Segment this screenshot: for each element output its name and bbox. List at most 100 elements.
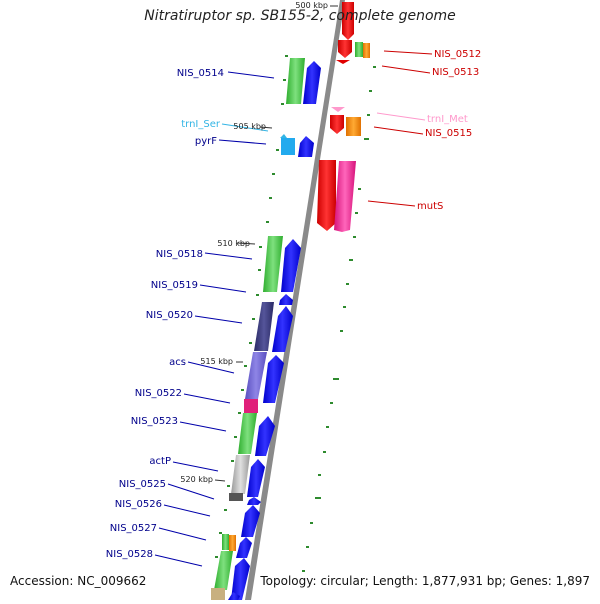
gene-arrow-red-nis0515 [330,115,344,134]
label-nis0526: NIS_0526 [115,499,162,510]
leader-nis0515 [373,126,424,135]
label-nis0515: NIS_0515 [425,128,472,139]
label-nis0514: NIS_0514 [177,68,224,79]
leader-nis0518 [204,252,253,260]
label-acs: acs [169,357,186,368]
leader-pyrf [218,139,267,145]
dash [318,474,321,476]
dash [326,426,329,428]
dash [306,546,309,548]
leader-nis0513 [381,65,431,74]
gene-arrow-blue-nis0525 [247,497,261,505]
right-dashes [302,66,376,572]
dash [231,460,234,462]
dash [343,306,346,308]
gene-arrow-blue-nis0523 [255,416,275,456]
leader-nis0525 [167,483,215,500]
label-nis0528: NIS_0528 [106,549,153,560]
dash [346,283,349,285]
dash [266,221,269,223]
dash [281,103,284,105]
dash [358,188,361,190]
dash [353,236,356,238]
left-leader-lines [154,71,275,567]
dash [249,342,252,344]
gene-box-green [355,42,363,57]
label-trni-ser: trnI_Ser [181,119,221,130]
label-trni-met: trnI_Met [427,114,468,125]
dash [234,436,237,438]
gene-box-darkgrey [229,493,243,501]
gene-box-green-nis0527 [222,534,229,550]
gene-arrow-blue-pyrf [298,136,314,157]
leader-nis0523 [179,421,227,432]
dash [355,212,358,214]
dash [369,90,372,92]
dash [349,259,353,261]
gene-arrow-blue-nis0514 [303,61,321,104]
trna-met-arrow [331,107,345,112]
leader-actp [172,461,219,472]
dash [367,114,370,116]
leader-nis0526 [163,504,211,517]
ruler-label-500: 500 kbp [295,1,328,10]
dash [333,378,339,380]
label-nis0518: NIS_0518 [156,249,203,260]
gene-arrow-blue [228,592,240,600]
dash [244,365,247,367]
dash [269,197,272,199]
label-nis0525: NIS_0525 [119,479,166,490]
gene-box-green-nis0523 [238,413,257,454]
label-actp: actP [149,456,171,467]
dash [276,149,279,151]
ruler-labels: 500 kbp 505 kbp 510 kbp 515 kbp 520 kbp [180,1,328,484]
leader-acs [187,361,235,374]
dash [258,269,261,271]
label-nis0512: NIS_0512 [434,49,481,60]
gene-box-orange-nis0527 [229,535,236,551]
leader-nis0514 [227,71,275,79]
gene-arrow-red-muts [317,160,336,231]
gene-box-navy-nis0520 [254,302,274,351]
label-pyrf: pyrF [195,136,217,147]
right-leader-lines [367,50,433,207]
leader-nis0520 [194,315,243,324]
dash [283,79,286,81]
gene-box-lightblue-pyrf [281,138,295,155]
label-muts: mutS [417,201,443,212]
leader-trni-met [376,112,426,121]
gene-box-grey-actp [231,455,250,494]
leader-nis0512 [383,50,433,55]
ruler-ticks [214,5,338,482]
gene-arrow-red [342,2,354,40]
ruler-tick [214,479,226,482]
ruler-label-505: 505 kbp [233,122,266,131]
reverse-strand-features [317,2,370,232]
dash [252,318,255,320]
gene-arrow-blue-nis0520 [272,306,293,352]
gene-arrow-pink-muts [334,161,356,232]
leader-nis0528 [154,554,203,567]
dash [323,451,326,453]
dash [315,497,321,499]
gene-arrow-blue-nis0519 [279,294,293,305]
gene-arrow-red [336,60,350,64]
leader-nis0527 [158,527,207,541]
ruler-label-515: 515 kbp [200,357,233,366]
gene-box-violet-acs [245,352,267,399]
dash [238,412,241,414]
label-nis0513: NIS_0513 [432,67,479,78]
right-gene-labels: NIS_0512 NIS_0513 trnI_Met NIS_0515 mutS [417,49,481,212]
topology-text: Topology: circular; Length: 1,877,931 bp… [260,574,590,588]
label-nis0527: NIS_0527 [110,523,157,534]
dash [227,485,230,487]
label-nis0522: NIS_0522 [135,388,182,399]
gene-arrow-blue-acs [263,355,284,403]
dash [256,294,259,296]
gene-box-orange [346,117,361,136]
dash [272,173,275,175]
ruler-label-510: 510 kbp [217,239,250,248]
left-gene-labels: NIS_0514 trnI_Ser pyrF NIS_0518 NIS_0519… [106,68,224,560]
gene-arrow-blue-nis0526 [241,505,260,537]
